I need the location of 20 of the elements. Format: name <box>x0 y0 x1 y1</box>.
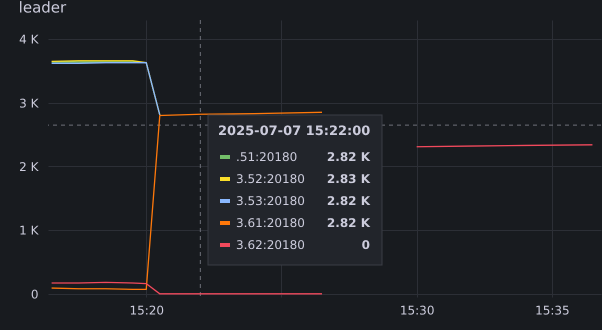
x-tick-label: 15:30 <box>400 304 434 318</box>
y-tick-label: 1 K <box>19 224 40 238</box>
x-tick-label: 15:20 <box>129 304 164 318</box>
annotation: 0 <box>362 238 370 252</box>
annotation: 2.83 K <box>326 172 371 186</box>
y-tick-label: 2 K <box>19 160 40 174</box>
annotation: 2.82 K <box>326 194 371 208</box>
legend-label: 3.62:20180 <box>236 238 305 252</box>
annotation: 2.82 K <box>326 216 371 230</box>
chart-title: leader <box>18 0 68 16</box>
y-tick-label: 3 K <box>19 96 40 110</box>
legend-label: 3.61:20180 <box>236 216 305 230</box>
y-tick-label: 0 <box>30 287 38 302</box>
legend-label: .51:20180 <box>236 150 298 164</box>
x-tick-label: 15:35 <box>535 304 570 318</box>
annotation: 2.82 K <box>326 150 371 164</box>
legend-label: 3.53:20180 <box>236 194 305 208</box>
legend-label: 3.52:20180 <box>236 172 305 186</box>
legend-title: 2025-07-07 15:22:00 <box>218 124 370 139</box>
y-tick-label: 4 K <box>19 32 40 47</box>
